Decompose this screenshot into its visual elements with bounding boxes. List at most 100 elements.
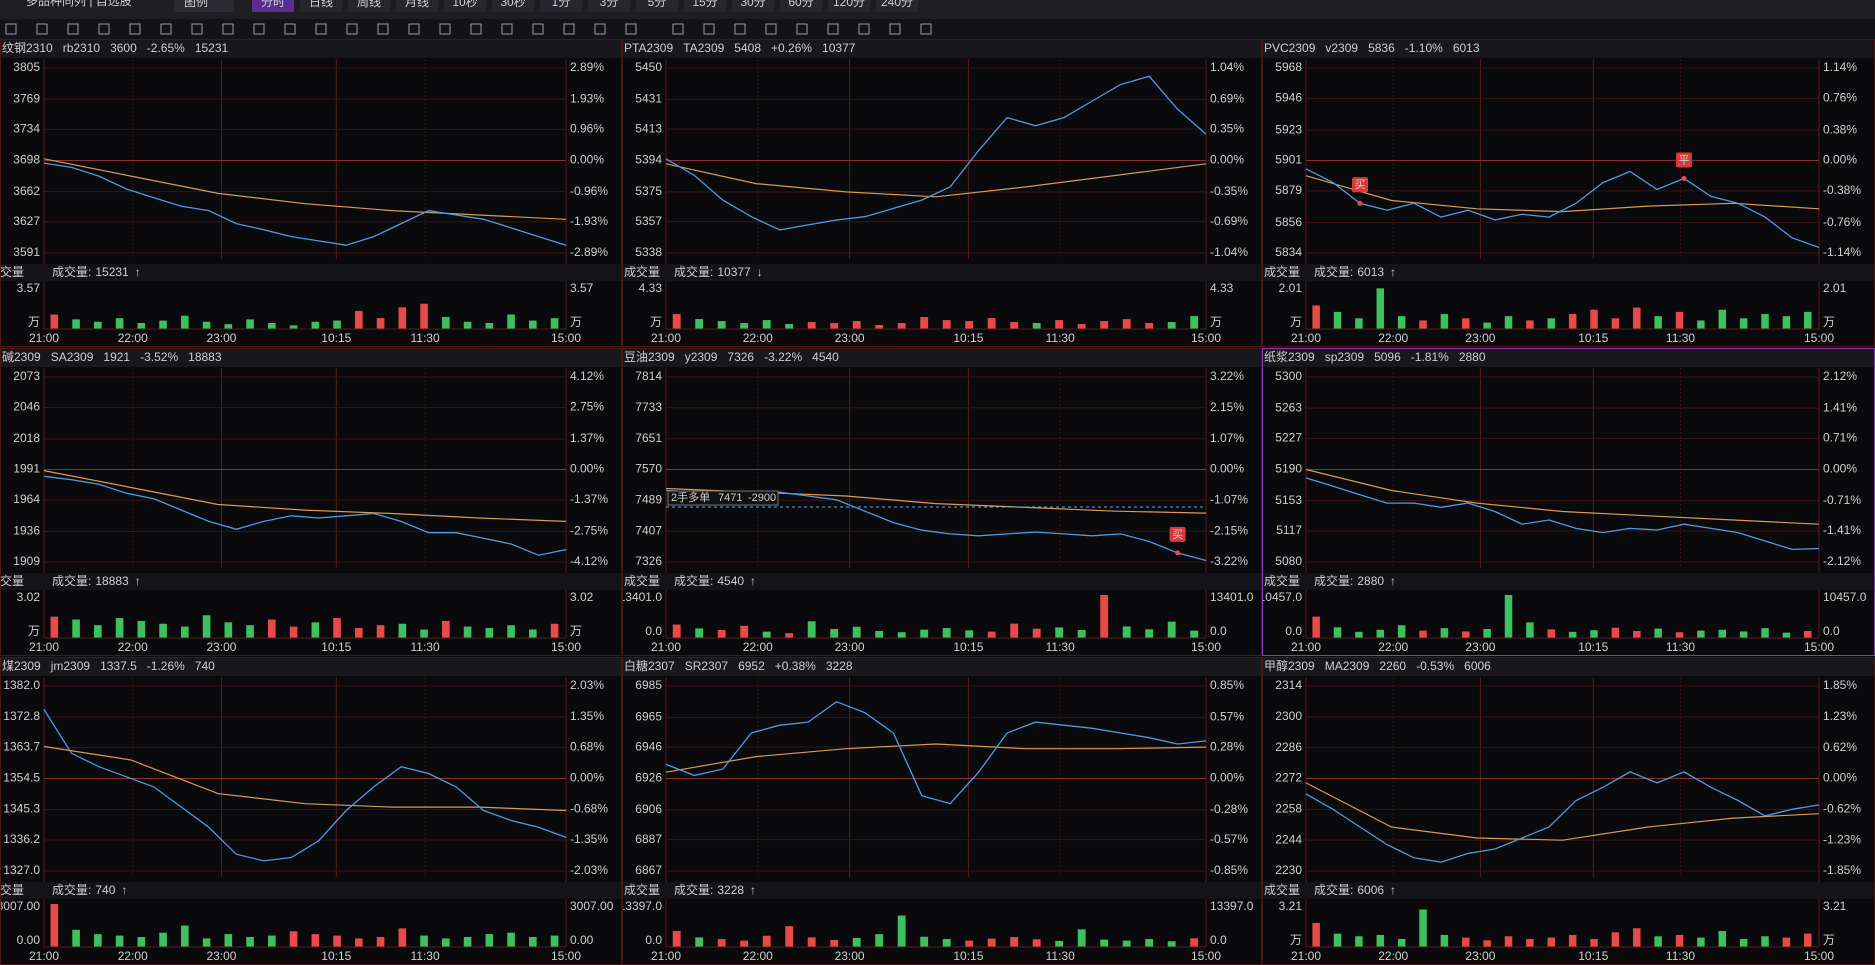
period-label[interactable]: 30分 — [740, 0, 765, 9]
tool-icon[interactable] — [160, 23, 172, 35]
volume-bar — [1782, 632, 1791, 638]
tool-icon[interactable] — [346, 23, 358, 35]
trade-badge-label[interactable]: 买 — [1172, 528, 1183, 541]
volume-bar — [181, 925, 189, 947]
tool-icon[interactable] — [253, 23, 265, 35]
tool-icon[interactable] — [734, 23, 746, 35]
period-label[interactable]: 15分 — [692, 0, 717, 9]
tool-icon[interactable] — [315, 23, 327, 35]
price-tick-label: 1964 — [13, 492, 40, 506]
tool-icon[interactable] — [5, 23, 17, 35]
period-tab[interactable] — [732, 0, 774, 12]
period-label[interactable]: 3分 — [600, 0, 619, 9]
volume-bar — [550, 318, 559, 329]
instrument-panel[interactable]: 煤2309 jm2309 1337.5 -1.26% 740 1382.0 2.03% 137… — [0, 657, 622, 965]
period-tab[interactable] — [396, 0, 438, 12]
instrument-panel[interactable]: PTA2309 TA2309 5408 +0.26% 10377 5450 1.04% 543… — [622, 39, 1262, 347]
instrument-name: 纸浆2309 — [1264, 349, 1315, 364]
trade-badge-label[interactable]: 平 — [1679, 154, 1690, 166]
tool-icon[interactable] — [532, 23, 544, 35]
volume-bar — [1675, 934, 1684, 947]
tool-icon[interactable] — [501, 23, 513, 35]
price-tick-label: 3627 — [13, 214, 40, 228]
instrument-panel[interactable]: 纸浆2309 sp2309 5096 -1.81% 2880 5300 2.12% 5263 1… — [1262, 348, 1875, 656]
pct-tick-label: 0.28% — [1210, 739, 1244, 753]
tool-icon[interactable] — [827, 23, 839, 35]
period-label[interactable]: 30秒 — [500, 0, 525, 9]
instrument-panel[interactable]: 甲醇2309 MA2309 2260 -0.53% 6006 2314 1.85% 2300 1… — [1262, 657, 1875, 965]
tool-icon[interactable] — [284, 23, 296, 35]
period-label[interactable]: 日线 — [309, 0, 333, 9]
volume-bar — [717, 321, 726, 329]
tool-icon[interactable] — [98, 23, 110, 35]
last-price: 5836 — [1368, 41, 1395, 55]
price-tick-label: 2286 — [1275, 740, 1302, 754]
pct-tick-label: -3.22% — [1210, 554, 1248, 568]
tool-icon[interactable] — [594, 23, 606, 35]
tool-icon[interactable] — [439, 23, 451, 35]
period-tab[interactable] — [348, 0, 390, 12]
pct-tick-label: -0.96% — [570, 184, 608, 198]
period-tab[interactable] — [492, 0, 534, 12]
period-label[interactable]: 60分 — [788, 0, 813, 9]
tool-icon[interactable] — [765, 23, 777, 35]
tool-icon[interactable] — [858, 23, 870, 35]
tool-icon[interactable] — [889, 23, 901, 35]
tool-icon[interactable] — [377, 23, 389, 35]
period-label[interactable]: 周线 — [357, 0, 381, 9]
period-label[interactable]: 分时 — [261, 0, 285, 9]
period-tab[interactable] — [780, 0, 822, 12]
tool-icon[interactable] — [672, 23, 684, 35]
period-tab[interactable] — [300, 0, 342, 12]
period-tab[interactable] — [828, 0, 870, 12]
tool-icon[interactable] — [470, 23, 482, 35]
period-tab[interactable] — [588, 0, 630, 12]
period-tab[interactable] — [444, 0, 486, 12]
trade-badge[interactable] — [1169, 526, 1186, 542]
period-label[interactable]: 1分 — [552, 0, 571, 9]
instrument-panel[interactable]: 白糖2307 SR2307 6952 +0.38% 3228 6985 0.85% 6965 0… — [622, 657, 1262, 965]
tool-icon[interactable] — [408, 23, 420, 35]
tool-icon[interactable] — [67, 23, 79, 35]
period-label[interactable]: 月线 — [405, 0, 429, 9]
tool-icon[interactable] — [563, 23, 575, 35]
price-tick-label: 7489 — [635, 492, 662, 506]
legend-label[interactable]: 图例 — [184, 0, 208, 9]
volume-bar — [311, 934, 320, 947]
tool-icon[interactable] — [36, 23, 48, 35]
period-tab[interactable] — [540, 0, 582, 12]
period-label[interactable]: 120分 — [833, 0, 865, 9]
price-tick-label: 5431 — [635, 92, 662, 106]
tool-icon[interactable] — [920, 23, 932, 35]
volume-bar — [289, 931, 298, 947]
period-tab[interactable] — [252, 0, 294, 12]
time-label: 22:00 — [743, 331, 773, 345]
tool-icon[interactable] — [129, 23, 141, 35]
period-label[interactable]: 10秒 — [452, 0, 477, 9]
volume-tick-label: 0.0 — [1210, 624, 1227, 638]
legend-button[interactable] — [174, 0, 234, 12]
instrument-panel[interactable]: 纹钢2310 rb2310 3600 -2.65% 15231 3805 2.89% 3769… — [0, 39, 622, 347]
tool-icon[interactable] — [796, 23, 808, 35]
header-volume: 10377 — [822, 41, 856, 55]
volume-arrow: ↑ — [1390, 265, 1396, 279]
price-tick-label: 1354.5 — [3, 771, 40, 785]
trade-badge[interactable] — [1352, 177, 1368, 193]
period-label[interactable]: 5分 — [648, 0, 667, 9]
tool-icon[interactable] — [222, 23, 234, 35]
tool-icon[interactable] — [191, 23, 203, 35]
instrument-panel[interactable]: 碱2309 SA2309 1921 -3.52% 18883 2073 4.12% 2046 2… — [0, 348, 622, 656]
tool-icon[interactable] — [703, 23, 715, 35]
instrument-panel[interactable]: PVC2309 v2309 5836 -1.10% 6013 5968 1.14% 5946 0… — [1262, 39, 1875, 347]
period-label[interactable]: 240分 — [881, 0, 913, 9]
volume-bar — [1355, 631, 1363, 638]
period-tab[interactable] — [636, 0, 678, 12]
period-tab[interactable] — [876, 0, 918, 12]
tool-icon[interactable] — [625, 23, 637, 35]
volume-bar — [830, 629, 839, 638]
trade-badge[interactable] — [1676, 152, 1692, 168]
header-bg — [0, 39, 622, 58]
period-tab[interactable] — [684, 0, 726, 12]
instrument-panel[interactable]: 豆油2309 y2309 7326 -3.22% 4540 7814 3.22% 7733 2.… — [622, 348, 1262, 656]
trade-badge-label[interactable]: 买 — [1355, 178, 1366, 191]
